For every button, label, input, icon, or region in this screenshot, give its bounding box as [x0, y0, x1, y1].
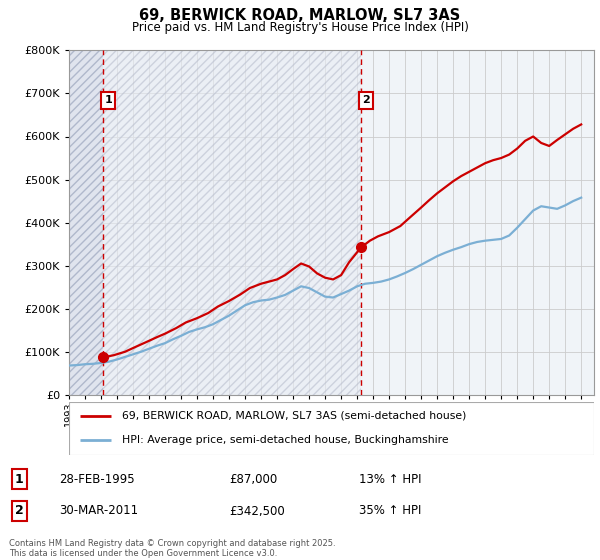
FancyBboxPatch shape: [69, 402, 594, 455]
Text: 69, BERWICK ROAD, MARLOW, SL7 3AS: 69, BERWICK ROAD, MARLOW, SL7 3AS: [139, 8, 461, 24]
Text: £87,000: £87,000: [229, 473, 278, 486]
Text: Contains HM Land Registry data © Crown copyright and database right 2025.
This d: Contains HM Land Registry data © Crown c…: [9, 539, 335, 558]
Bar: [69, 50, 103, 395]
Text: 35% ↑ HPI: 35% ↑ HPI: [359, 505, 421, 517]
Text: 1: 1: [104, 95, 112, 105]
Text: £342,500: £342,500: [229, 505, 285, 517]
Text: Price paid vs. HM Land Registry's House Price Index (HPI): Price paid vs. HM Land Registry's House …: [131, 21, 469, 34]
Bar: [103, 50, 361, 395]
Text: 28-FEB-1995: 28-FEB-1995: [59, 473, 134, 486]
Text: 30-MAR-2011: 30-MAR-2011: [59, 505, 138, 517]
Text: 13% ↑ HPI: 13% ↑ HPI: [359, 473, 421, 486]
Text: HPI: Average price, semi-detached house, Buckinghamshire: HPI: Average price, semi-detached house,…: [121, 435, 448, 445]
Text: 69, BERWICK ROAD, MARLOW, SL7 3AS (semi-detached house): 69, BERWICK ROAD, MARLOW, SL7 3AS (semi-…: [121, 411, 466, 421]
Text: 2: 2: [15, 505, 23, 517]
Text: 2: 2: [362, 95, 370, 105]
Text: 1: 1: [15, 473, 23, 486]
